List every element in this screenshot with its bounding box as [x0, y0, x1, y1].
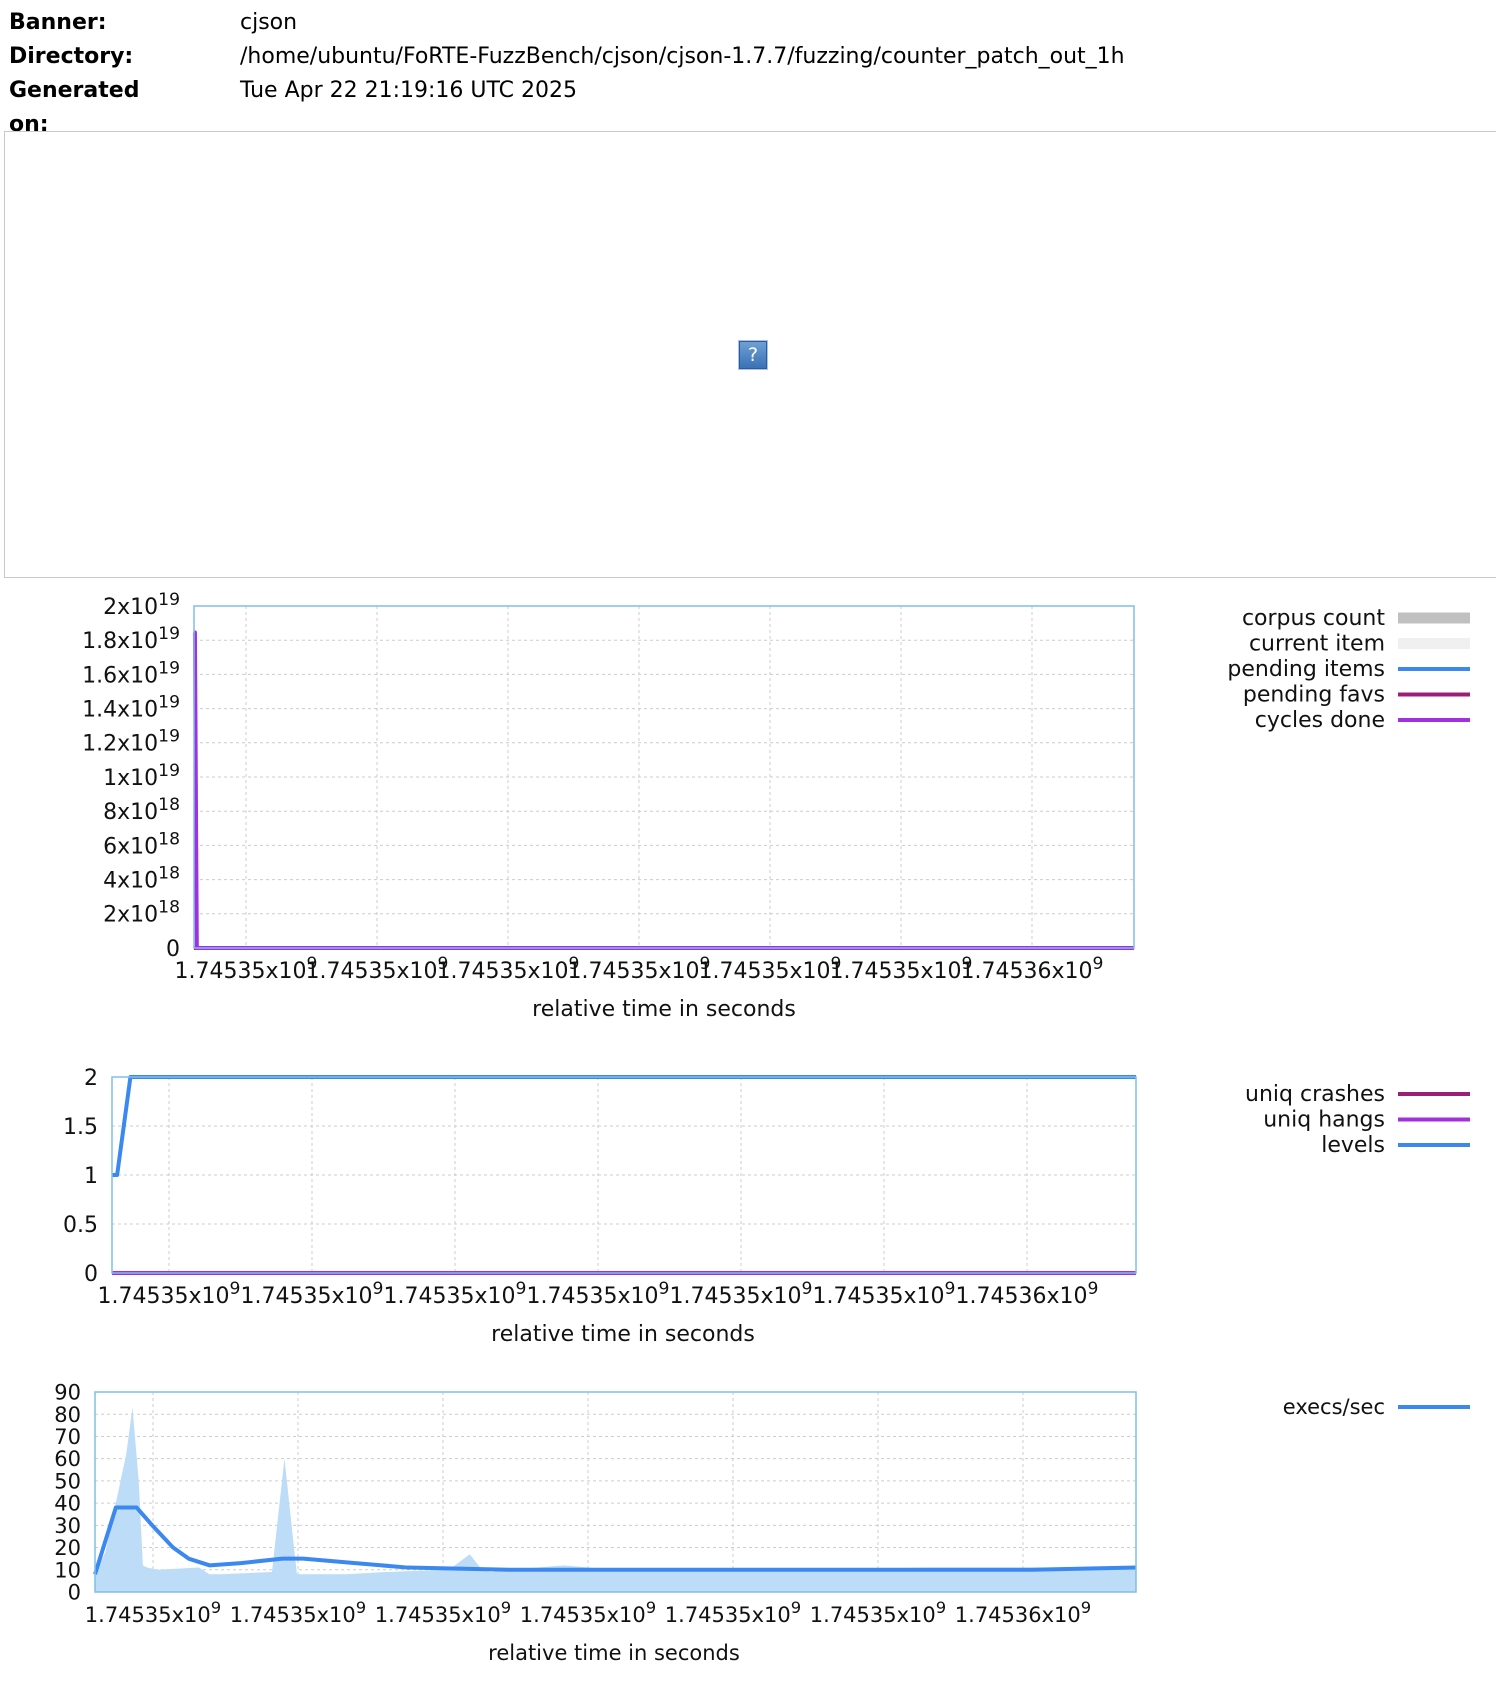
generated-label: Generated on:	[9, 78, 140, 137]
broken-image-frame: ?	[4, 131, 1496, 578]
x-tick-label: 1.74535x109	[375, 1598, 511, 1627]
y-tick-label: 8x1018	[103, 795, 180, 825]
legend-label: corpus count	[1242, 606, 1385, 631]
y-tick-label: 70	[54, 1425, 81, 1449]
y-tick-label: 1	[84, 1164, 98, 1189]
x-tick-label: 1.74535x109	[241, 1279, 384, 1309]
x-axis-label: relative time in seconds	[491, 1322, 755, 1347]
y-tick-label: 1x1019	[103, 761, 180, 791]
banner-label: Banner:	[9, 10, 107, 35]
legend-label: execs/sec	[1283, 1395, 1385, 1419]
x-tick-label: 1.74536x109	[956, 1279, 1099, 1309]
y-tick-label: 20	[54, 1536, 81, 1560]
y-tick-label: 40	[54, 1492, 81, 1516]
x-axis-label: relative time in seconds	[532, 997, 796, 1022]
directory-value: /home/ubuntu/FoRTE-FuzzBench/cjson/cjson…	[240, 44, 1125, 69]
legend-label: cycles done	[1255, 708, 1385, 733]
x-tick-label: 1.74535x109	[85, 1598, 221, 1627]
plot-frame	[94, 1391, 1137, 1593]
banner-value: cjson	[240, 10, 298, 35]
y-tick-label: 1.8x1019	[82, 624, 180, 654]
y-tick-label: 1.5	[63, 1115, 98, 1140]
generated-value: Tue Apr 22 21:19:16 UTC 2025	[240, 78, 578, 103]
legend-label: pending favs	[1243, 683, 1385, 708]
x-tick-label: 1.74535x109	[437, 954, 580, 984]
y-tick-label: 10	[54, 1558, 81, 1582]
y-tick-label: 2x1018	[103, 898, 180, 928]
directory-label: Directory:	[9, 44, 134, 69]
y-tick-label: 50	[54, 1469, 81, 1493]
question-mark-icon: ?	[738, 340, 768, 370]
y-tick-label: 0.5	[63, 1213, 98, 1238]
legend-label: levels	[1321, 1133, 1385, 1158]
y-tick-label: 1.4x1019	[82, 693, 180, 723]
y-tick-label: 4x1018	[103, 864, 180, 894]
x-tick-label: 1.74535x109	[306, 954, 449, 984]
y-tick-label: 2x1019	[103, 590, 180, 620]
x-tick-label: 1.74535x109	[665, 1598, 801, 1627]
x-tick-label: 1.74535x109	[384, 1279, 527, 1309]
y-tick-label: 1.2x1019	[82, 727, 180, 757]
chart-crashes-levels: 00.511.521.74535x109 1.74535x109 1.74535x1…	[63, 1066, 1470, 1347]
x-tick-label: 1.74535x109	[699, 954, 842, 984]
x-tick-label: 1.74535x109	[813, 1279, 956, 1309]
x-tick-label: 1.74536x109	[955, 1598, 1091, 1627]
y-tick-label: 80	[54, 1403, 81, 1427]
chart-queue-stats: 0 2x1018 4x1018 6x1018 8x1018 1x1019 1.2x1019 1…	[82, 590, 1470, 1022]
series-line	[93, 1505, 1137, 1575]
plot-frame	[193, 605, 1135, 949]
x-tick-label: 1.74535x109	[175, 954, 318, 984]
x-axis-label: relative time in seconds	[488, 1641, 740, 1665]
legend-label: pending items	[1227, 657, 1385, 682]
y-tick-label: 0	[68, 1581, 81, 1605]
series-area	[95, 1407, 1136, 1592]
y-tick-label: 60	[54, 1447, 81, 1471]
series-line	[192, 630, 1134, 950]
x-tick-label: 1.74535x109	[230, 1598, 366, 1627]
x-tick-label: 1.74535x109	[810, 1598, 946, 1627]
x-tick-label: 1.74535x109	[98, 1279, 241, 1309]
y-tick-label: 2	[84, 1066, 98, 1091]
y-tick-label: 30	[54, 1514, 81, 1538]
x-tick-label: 1.74535x109	[520, 1598, 656, 1627]
x-tick-label: 1.74535x109	[830, 954, 973, 984]
x-tick-label: 1.74535x109	[527, 1279, 670, 1309]
plot-frame	[111, 1076, 1137, 1274]
x-tick-label: 1.74536x109	[961, 954, 1104, 984]
y-tick-label: 6x1018	[103, 829, 180, 859]
y-tick-label: 1.6x1019	[82, 658, 180, 688]
legend-label: current item	[1249, 632, 1385, 657]
x-tick-label: 1.74535x109	[670, 1279, 813, 1309]
legend-label: uniq hangs	[1263, 1108, 1385, 1133]
y-tick-label: 90	[54, 1381, 81, 1405]
y-tick-label: 0	[84, 1262, 98, 1287]
x-tick-label: 1.74535x109	[568, 954, 711, 984]
legend-label: uniq crashes	[1245, 1082, 1385, 1107]
y-tick-label: 0	[166, 937, 180, 962]
